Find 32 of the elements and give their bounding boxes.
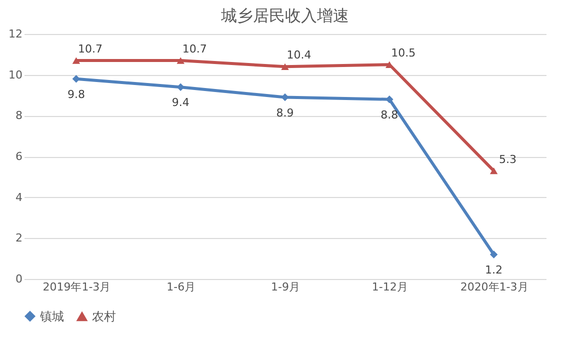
point xyxy=(176,57,184,64)
y-tick-label: 8 xyxy=(16,109,22,122)
y-tick-label: 2 xyxy=(16,232,22,245)
x-tick-label: 2020年1-3月 xyxy=(460,280,528,294)
data-label: 10.7 xyxy=(182,42,207,56)
data-label: 8.8 xyxy=(380,108,398,122)
point xyxy=(490,167,498,174)
point xyxy=(72,57,80,64)
x-tick-label: 1-12月 xyxy=(372,280,408,294)
data-label: 10.7 xyxy=(78,42,102,56)
y-tick-label: 10 xyxy=(8,68,22,82)
data-label: 10.4 xyxy=(286,48,312,62)
y-tick-label: 0 xyxy=(16,272,22,286)
data-label: 1.2 xyxy=(485,264,503,276)
y-tick-label: 12 xyxy=(8,28,22,40)
chart-title: 城乡居民收入增速 xyxy=(220,6,349,25)
point xyxy=(386,95,394,104)
data-label: 9.8 xyxy=(67,88,85,101)
point xyxy=(490,250,498,258)
point xyxy=(176,83,184,91)
data-label: 10.5 xyxy=(391,46,416,60)
point xyxy=(281,63,289,70)
legend-label: 镇城 xyxy=(39,309,64,324)
y-tick-label: 4 xyxy=(16,190,22,204)
data-label: 8.9 xyxy=(276,106,294,120)
x-tick-label: 2019年1-3月 xyxy=(42,280,111,294)
legend-label: 农村 xyxy=(92,310,116,324)
x-tick-label: 1-9月 xyxy=(271,280,300,294)
data-label: 5.3 xyxy=(499,152,517,166)
data-label: 9.4 xyxy=(172,96,190,110)
x-tick-label: 1-6月 xyxy=(166,280,196,294)
y-tick-label: 6 xyxy=(16,150,22,163)
